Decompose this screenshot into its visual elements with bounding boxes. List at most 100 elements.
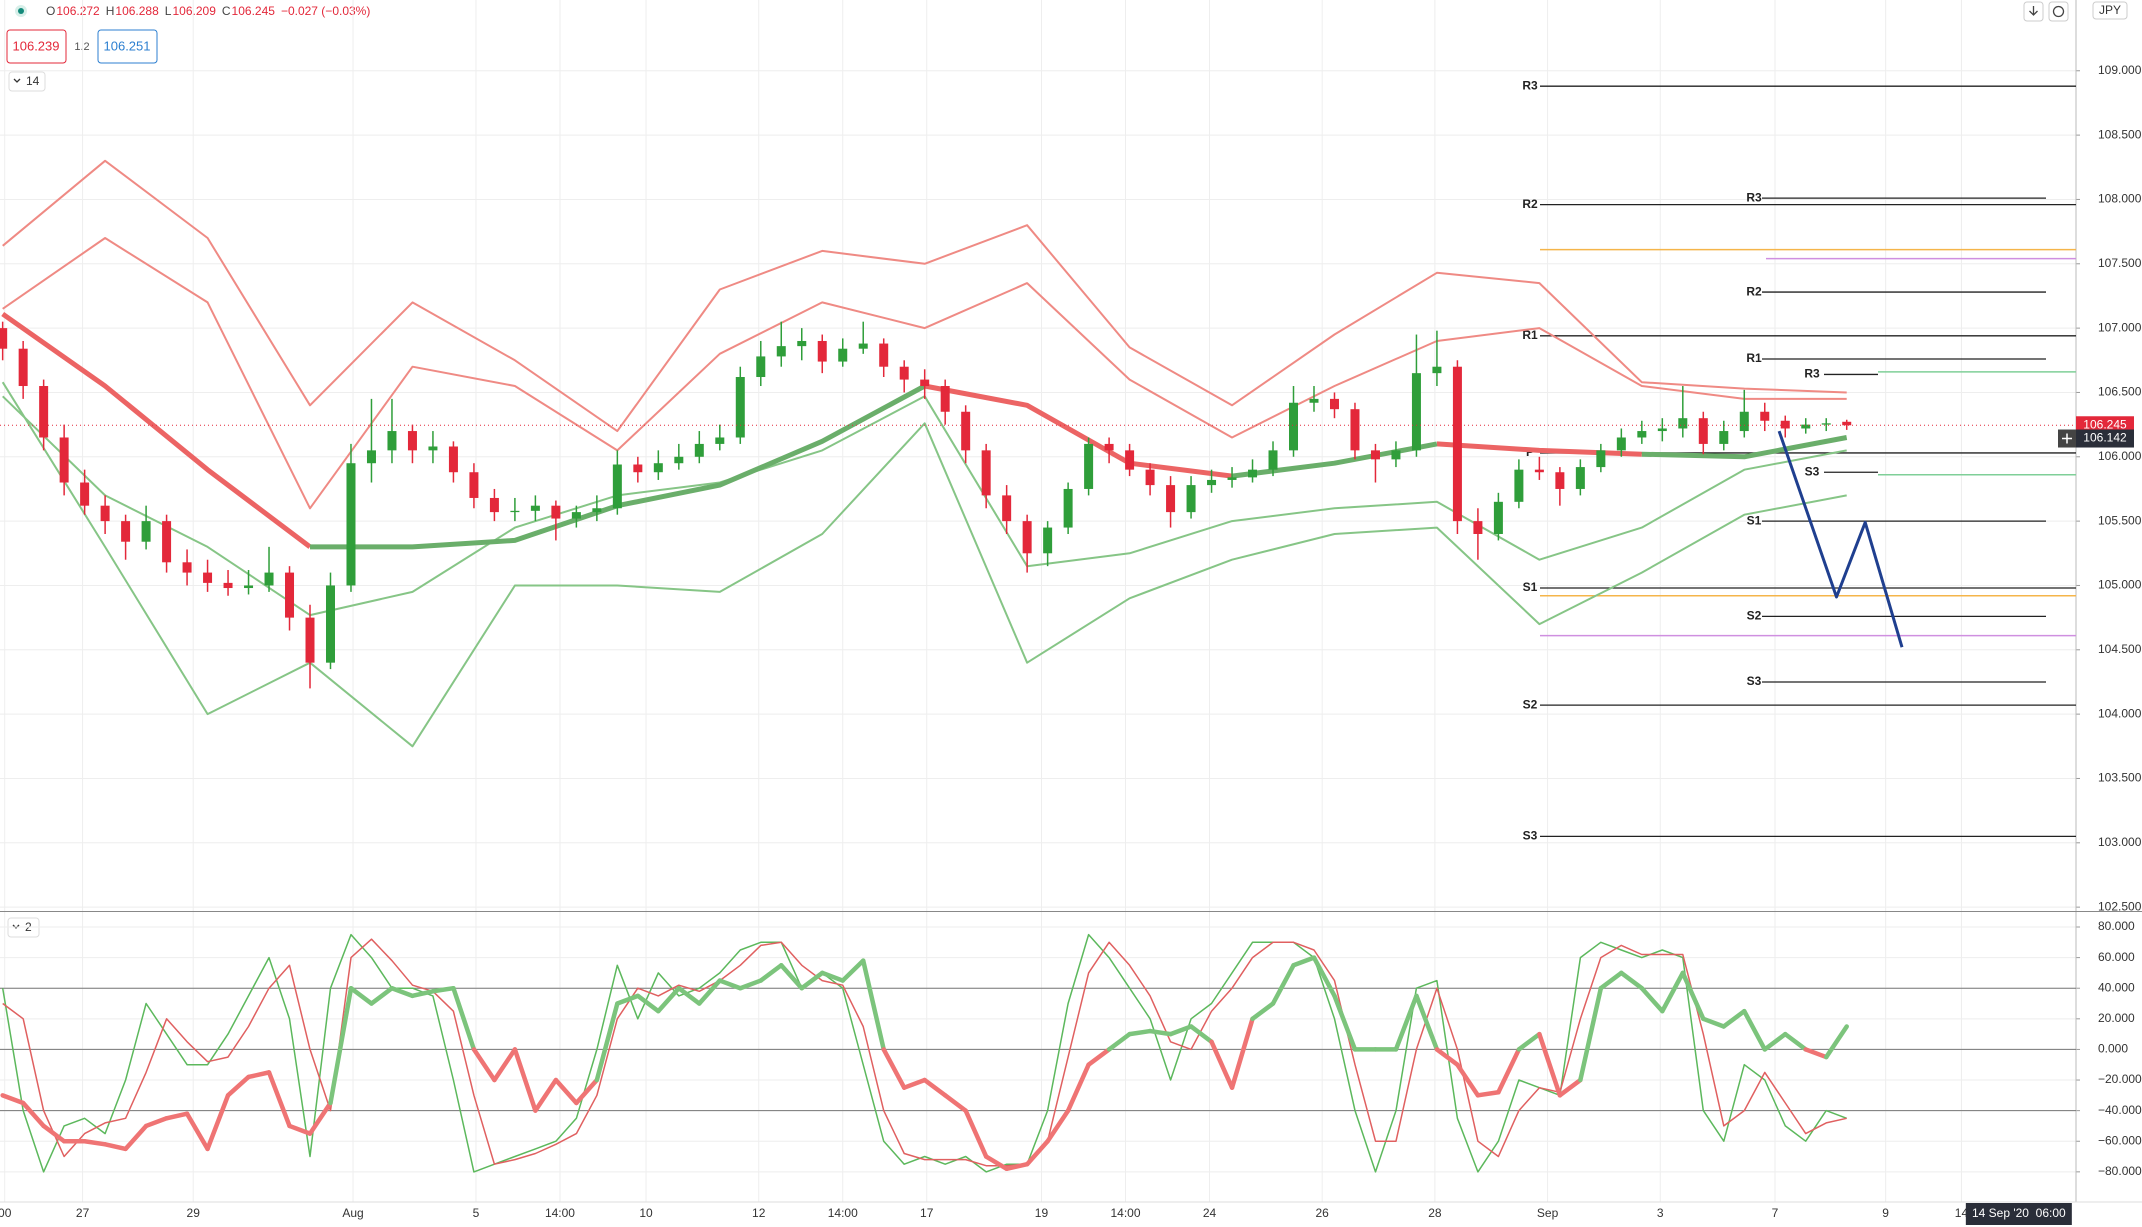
oscillator-segment [922,1077,948,1098]
candle-body [1842,421,1852,426]
x-tick-label: 7 [1772,1206,1779,1220]
candle-body [1043,527,1053,554]
candle-body [1227,477,1237,480]
oscillator-segment [1475,1090,1501,1098]
y-tick-label: 60.000 [2098,950,2135,964]
oscillator-segment [492,1047,518,1083]
oscillator-segment [574,1077,600,1106]
candle-body [1719,431,1729,444]
candle-body [1084,443,1094,489]
crosshair-price-box [2076,429,2134,448]
oscillator-segment [1742,1008,1768,1052]
oscillator-segment [1537,1031,1563,1098]
y-tick-label: −80.000 [2098,1164,2142,1178]
pivot-label: R1 [1522,328,1538,342]
oscillator-segment [1229,1016,1255,1090]
oscillator-segment [1619,970,1645,991]
oscillator-segment [1045,1108,1071,1144]
band-line [1436,441,1642,457]
candle-body [407,431,417,451]
indicator-chip[interactable] [8,71,46,92]
candle-body [1555,472,1565,489]
ask-box[interactable] [97,29,158,64]
y-tick-label: 104.500 [2098,642,2142,656]
pivot-label: R3 [1804,367,1820,381]
candle-body [100,505,110,522]
oscillator-segment [881,1047,907,1090]
band-line [2,159,1847,433]
candle-body [612,464,622,509]
oscillator-segment [1578,985,1604,1083]
candle-body [1801,424,1811,429]
candle-body [428,446,438,451]
refresh-button[interactable] [2048,1,2069,22]
oscillator-segment [1065,1062,1091,1113]
candle-body [1186,485,1196,513]
oscillator-segment [205,1093,231,1152]
ohlc-value: 106.272 [56,4,100,18]
oscillator-segment [697,978,723,1006]
x-tick-label: 14:00 [828,1206,858,1220]
last-price-label: 106.245 [2083,417,2127,431]
oscillator-segment [348,985,374,1006]
currency-box[interactable] [2092,1,2128,20]
oscillator-segment [738,978,764,991]
oscillator-segment [143,1116,169,1129]
bid-box[interactable] [6,29,67,64]
candle-body [530,505,540,511]
candle-body [1596,450,1606,468]
oscillator-segment [1680,970,1706,1022]
pivot-label: S3 [1805,464,1820,478]
candle-body [182,562,192,573]
candle-body [141,521,151,542]
candle-body [489,497,499,513]
band-line [924,383,1233,479]
candle-body [1657,428,1667,432]
candle-body [305,617,315,663]
change: −0.027 (−0.03%) [281,4,370,18]
x-tick-label: 9 [1882,1206,1889,1220]
y-tick-label: 104.000 [2098,706,2142,720]
y-tick-label: 0.000 [2098,1042,2128,1056]
candle-body [1678,418,1688,429]
band-line [1,311,312,549]
oscillator-line [2,938,1847,1167]
candle-body [1248,469,1258,478]
y-tick-label: 108.000 [2098,192,2142,206]
ohlc-letter: O [46,4,55,18]
oscillator-segment [82,1138,108,1147]
oscillator-segment [1168,1024,1194,1037]
y-tick-label: 108.500 [2098,127,2142,141]
plus-icon [2062,433,2072,444]
candle-body [1268,450,1278,470]
oscillator-segment [819,970,845,983]
candle-body [18,348,28,387]
pivot-label: R1 [1746,351,1762,365]
y-tick-label: 106.500 [2098,385,2142,399]
ohlc-value: 106.245 [232,4,276,18]
oscillator-chip[interactable] [7,917,40,938]
candle-body [203,572,213,583]
y-tick-label: 105.000 [2098,578,2142,592]
x-tick-label: Sep [1537,1206,1559,1220]
band-line [1231,441,1438,479]
y-tick-label: 105.500 [2098,513,2142,527]
y-tick-label: −20.000 [2098,1072,2142,1086]
bid: 106.239 [13,38,60,53]
oscillator-segment [553,1077,579,1106]
oscillator-segment [860,958,886,1052]
y-tick-label: −60.000 [2098,1133,2142,1147]
candle-body [653,463,663,473]
oscillator-segment [717,978,743,991]
y-tick-label: 80.000 [2098,919,2135,933]
pivot-label: S2 [1523,697,1538,711]
oscillator-segment [963,1108,989,1159]
candle-body [940,386,950,412]
oscillator-segment [41,1123,67,1144]
candle-body [1370,450,1380,460]
oscillator-segment [1147,1028,1173,1037]
oscillator-segment [676,985,702,1006]
candle-body [1739,411,1749,432]
pivot-label: S1 [1747,513,1762,527]
oscillator-segment [451,985,477,1052]
